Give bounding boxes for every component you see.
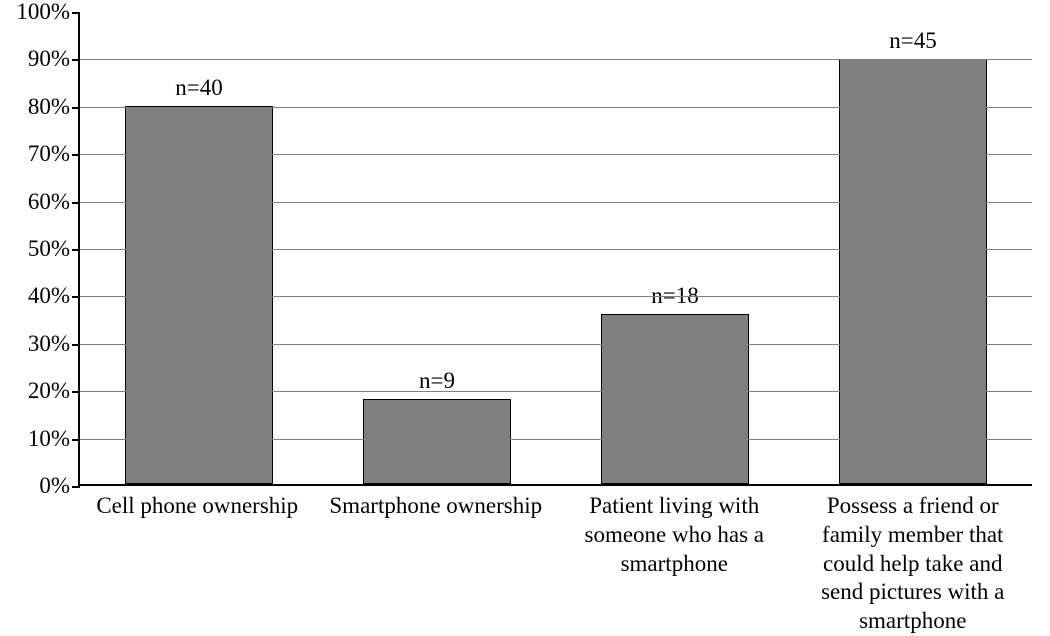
x-axis-label: Cell phone ownership — [78, 486, 317, 636]
gridline — [80, 439, 1032, 440]
y-tick-label: 80% — [28, 94, 80, 120]
bar: n=40 — [125, 106, 273, 484]
bar-n-label: n=40 — [175, 75, 222, 107]
bar-slot: n=45 — [794, 12, 1032, 484]
x-axis-label: Possess a friend or family member that c… — [794, 486, 1033, 636]
bars-layer: n=40 n=9 n=18 n=45 — [80, 12, 1032, 484]
y-tick-label: 50% — [28, 236, 80, 262]
gridline — [80, 249, 1032, 250]
bar-slot: n=18 — [556, 12, 794, 484]
bar-slot: n=40 — [80, 12, 318, 484]
bar-n-label: n=9 — [419, 368, 455, 400]
y-tick-label: 100% — [16, 0, 80, 25]
y-tick-label: 90% — [28, 46, 80, 72]
x-axis-label: Patient living with someone who has a sm… — [555, 486, 794, 636]
gridline — [80, 202, 1032, 203]
x-axis-label: Smartphone ownership — [317, 486, 556, 636]
x-axis-labels: Cell phone ownershipSmartphone ownership… — [78, 486, 1032, 636]
bar: n=9 — [363, 399, 511, 484]
bar-chart: n=40 n=9 n=18 n=45 0% 10% 20% 30% 40% 50% 60% 70% 8… — [0, 0, 1050, 623]
gridline — [80, 107, 1032, 108]
gridline — [80, 391, 1032, 392]
y-tick-label: 60% — [28, 189, 80, 215]
y-tick-label: 70% — [28, 141, 80, 167]
bar: n=45 — [839, 59, 987, 484]
bar: n=18 — [601, 314, 749, 484]
y-tick-label: 0% — [39, 473, 80, 499]
bar-n-label: n=18 — [651, 283, 698, 315]
gridline — [80, 154, 1032, 155]
plot-area: n=40n=9n=18n=45 0%10%20%30%40%50%60%70%8… — [78, 12, 1032, 486]
y-tick-label: 30% — [28, 331, 80, 357]
y-tick-label: 10% — [28, 426, 80, 452]
gridline — [80, 59, 1032, 60]
bar-n-label: n=45 — [889, 28, 936, 60]
y-tick-label: 20% — [28, 378, 80, 404]
gridline — [80, 344, 1032, 345]
gridline — [80, 296, 1032, 297]
y-tick-label: 40% — [28, 283, 80, 309]
bar-slot: n=9 — [318, 12, 556, 484]
